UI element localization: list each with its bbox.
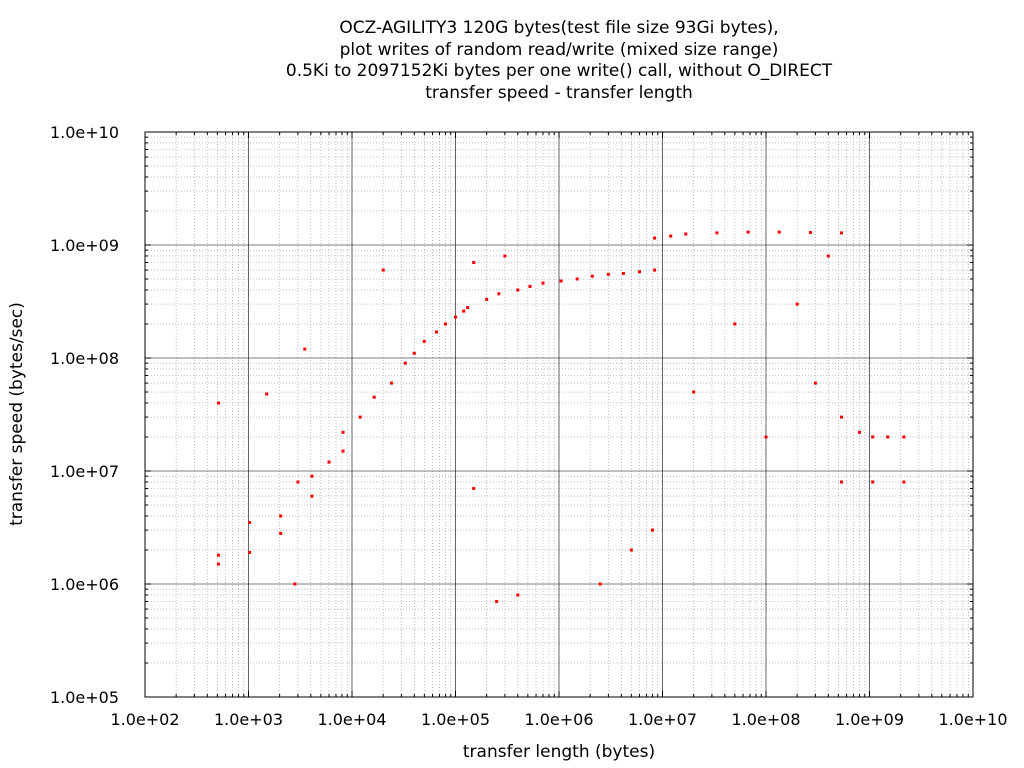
x-tick-label: 1.0e+04 bbox=[317, 710, 386, 729]
data-point bbox=[248, 521, 252, 524]
x-tick-label: 1.0e+06 bbox=[524, 710, 593, 729]
data-point bbox=[840, 480, 843, 484]
y-tick-labels: 1.0e+05 1.0e+06 1.0e+07 1.0e+08 1.0e+09 1.0e+… bbox=[50, 123, 119, 707]
data-point bbox=[303, 347, 307, 351]
y-tick-label: 1.0e+06 bbox=[50, 575, 119, 594]
data-point bbox=[444, 322, 447, 326]
data-point bbox=[310, 474, 314, 478]
data-point bbox=[358, 415, 362, 419]
data-point bbox=[638, 270, 641, 274]
plot-frame bbox=[144, 131, 974, 698]
data-point bbox=[472, 261, 476, 264]
data-point bbox=[216, 562, 220, 566]
data-point bbox=[795, 302, 799, 306]
data-point bbox=[840, 415, 843, 419]
x-tick-label: 1.0e+03 bbox=[214, 710, 283, 729]
x-axis-title: transfer length (bytes) bbox=[463, 742, 655, 762]
data-point bbox=[575, 277, 579, 281]
data-point bbox=[684, 232, 688, 236]
data-point bbox=[902, 480, 906, 484]
data-point bbox=[746, 230, 750, 234]
data-point bbox=[372, 395, 376, 399]
x-tick-label: 1.0e+02 bbox=[110, 710, 179, 729]
x-tick-label: 1.0e+08 bbox=[731, 710, 800, 729]
data-point bbox=[559, 279, 563, 283]
data-point bbox=[764, 435, 768, 439]
data-point bbox=[590, 274, 594, 278]
data-point bbox=[454, 315, 457, 319]
data-point bbox=[777, 230, 781, 234]
data-point bbox=[813, 381, 817, 385]
x-tick-label: 1.0e+05 bbox=[421, 710, 490, 729]
data-point bbox=[265, 392, 269, 396]
data-point bbox=[516, 593, 520, 597]
title-line-3: 0.5Ki to 2097152Ki bytes per one write()… bbox=[285, 61, 833, 81]
data-point bbox=[541, 281, 545, 285]
data-point bbox=[692, 390, 696, 394]
data-point bbox=[310, 494, 314, 498]
data-point bbox=[826, 254, 830, 258]
data-point bbox=[341, 430, 345, 434]
data-point bbox=[422, 340, 426, 343]
data-point bbox=[497, 292, 501, 296]
data-points bbox=[216, 230, 906, 603]
data-point bbox=[669, 234, 673, 238]
data-point bbox=[598, 582, 602, 586]
y-tick-label: 1.0e+08 bbox=[50, 349, 119, 368]
data-point bbox=[472, 487, 476, 490]
data-point bbox=[412, 351, 416, 355]
data-point bbox=[296, 480, 300, 484]
y-tick-label: 1.0e+07 bbox=[50, 462, 119, 481]
data-point bbox=[621, 272, 625, 275]
data-point bbox=[279, 532, 283, 535]
data-point bbox=[248, 551, 252, 554]
x-tick-label: 1.0e+07 bbox=[628, 710, 697, 729]
data-point bbox=[216, 401, 220, 405]
data-point bbox=[886, 435, 890, 439]
title-line-4: transfer speed - transfer length bbox=[425, 82, 693, 103]
y-axis-title: transfer speed (bytes/sec) bbox=[7, 302, 27, 526]
data-point bbox=[216, 553, 220, 557]
data-point bbox=[871, 435, 875, 439]
major-grid bbox=[144, 131, 974, 698]
y-tick-label: 1.0e+10 bbox=[50, 123, 119, 142]
title-line-2: plot writes of random read/write (mixed … bbox=[339, 39, 779, 60]
x-tick-label: 1.0e+10 bbox=[938, 710, 1007, 729]
y-tick-label: 1.0e+09 bbox=[50, 236, 119, 255]
data-point bbox=[606, 272, 610, 276]
data-point bbox=[462, 309, 466, 313]
data-point bbox=[629, 548, 633, 552]
data-point bbox=[389, 381, 393, 385]
data-point bbox=[495, 600, 499, 603]
data-point bbox=[808, 231, 812, 234]
chart-title: OCZ-AGILITY3 120G bytes(test file size 9… bbox=[0, 18, 1024, 104]
y-tick-label: 1.0e+05 bbox=[50, 688, 119, 707]
data-point bbox=[485, 297, 489, 301]
data-point bbox=[528, 284, 532, 288]
data-point bbox=[466, 306, 470, 309]
data-point bbox=[403, 361, 407, 365]
data-point bbox=[435, 330, 438, 334]
data-point bbox=[858, 430, 861, 434]
data-point bbox=[733, 322, 737, 326]
x-tick-labels: 1.0e+02 1.0e+03 1.0e+04 1.0e+05 1.0e+06 1.0e+… bbox=[110, 710, 1007, 729]
title-line-1: OCZ-AGILITY3 120G bytes(test file size 9… bbox=[339, 18, 779, 38]
data-point bbox=[840, 231, 843, 235]
data-point bbox=[902, 435, 906, 439]
data-point bbox=[327, 460, 331, 464]
data-point bbox=[279, 514, 283, 518]
data-point bbox=[653, 268, 657, 272]
x-tick-label: 1.0e+09 bbox=[835, 710, 904, 729]
data-point bbox=[715, 231, 719, 235]
data-point bbox=[503, 254, 507, 258]
data-point bbox=[653, 236, 657, 240]
data-point bbox=[381, 268, 385, 272]
data-point bbox=[651, 528, 654, 532]
data-point bbox=[341, 449, 345, 453]
data-point bbox=[516, 288, 520, 292]
data-point bbox=[871, 480, 875, 484]
data-point bbox=[293, 582, 297, 586]
